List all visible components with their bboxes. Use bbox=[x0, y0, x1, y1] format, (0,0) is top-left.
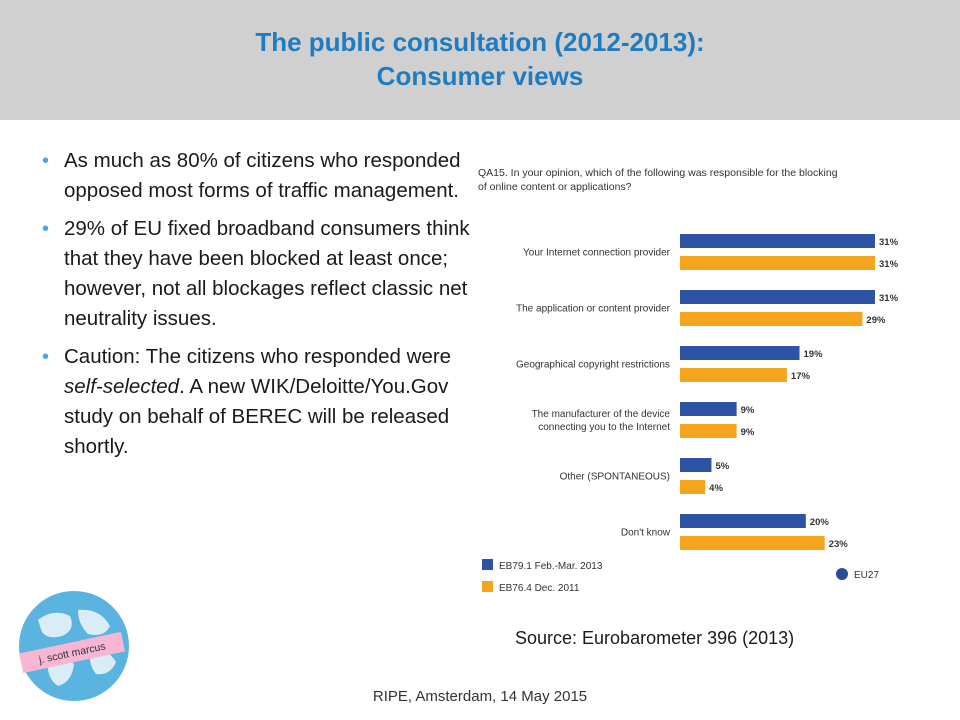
bullet-text-post: . A new WIK/Deloitte/You.Gov study on be… bbox=[64, 375, 450, 458]
category-label: connecting you to the Internet bbox=[538, 422, 670, 433]
chart-question-line-1: QA15. In your opinion, which of the foll… bbox=[478, 167, 838, 179]
bar bbox=[680, 536, 825, 550]
category-label: Geographical copyright restrictions bbox=[516, 360, 670, 371]
data-label: 9% bbox=[741, 405, 755, 416]
bullet-dot-icon: • bbox=[42, 150, 50, 172]
category-label: Don't know bbox=[621, 528, 671, 539]
bar bbox=[680, 346, 800, 360]
bullet-text: As much as 80% of citizens who responded… bbox=[64, 149, 461, 202]
globe-logo-icon: j. scott marcus bbox=[19, 591, 129, 701]
bullet-item: • 29% of EU fixed broadband consumers th… bbox=[42, 214, 482, 334]
category-label: The application or content provider bbox=[516, 304, 671, 315]
data-label: 20% bbox=[810, 517, 830, 528]
bullet-text: 29% of EU fixed broadband consumers thin… bbox=[64, 217, 470, 330]
bar bbox=[680, 424, 737, 438]
bullet-item: • Caution: The citizens who responded we… bbox=[42, 342, 482, 462]
legend-swatch bbox=[482, 559, 493, 570]
data-label: 29% bbox=[866, 315, 886, 326]
bar bbox=[680, 514, 806, 528]
data-label: 31% bbox=[879, 259, 899, 270]
page-title: The public consultation (2012-2013): Con… bbox=[0, 25, 960, 93]
bar bbox=[680, 402, 737, 416]
bullet-dot-icon: • bbox=[42, 218, 50, 240]
category-label: Other (SPONTANEOUS) bbox=[560, 472, 670, 483]
bar bbox=[680, 256, 875, 270]
data-label: 31% bbox=[879, 293, 899, 304]
legend-label-eu27: EU27 bbox=[854, 570, 879, 581]
bullet-text-emphasis: self-selected bbox=[64, 375, 180, 398]
bar-chart: QA15. In your opinion, which of the foll… bbox=[478, 167, 899, 594]
data-label: 23% bbox=[829, 539, 849, 550]
legend-label: EB79.1 Feb.-Mar. 2013 bbox=[499, 561, 603, 572]
bar bbox=[680, 480, 706, 494]
category-label: The manufacturer of the device bbox=[532, 409, 671, 420]
bar bbox=[680, 368, 787, 382]
source-note: Source: Eurobarometer 396 (2013) bbox=[515, 628, 795, 648]
chart-question-line-2: of online content or applications? bbox=[478, 181, 632, 193]
footer-text: RIPE, Amsterdam, 14 May 2015 bbox=[372, 688, 588, 705]
bullet-dot-icon: • bbox=[42, 346, 50, 368]
title-line-2: Consumer views bbox=[376, 61, 584, 91]
eu-flag-icon bbox=[836, 568, 848, 580]
header-band bbox=[0, 0, 960, 120]
title-line-1: The public consultation (2012-2013): bbox=[255, 27, 705, 57]
data-label: 9% bbox=[741, 427, 755, 438]
bullet-list: • As much as 80% of citizens who respond… bbox=[42, 146, 482, 470]
legend-label: EB76.4 Dec. 2011 bbox=[499, 583, 580, 594]
bar bbox=[680, 290, 875, 304]
bullet-text-pre: Caution: The citizens who responded were bbox=[64, 345, 452, 368]
data-label: 31% bbox=[879, 237, 899, 248]
legend-swatch bbox=[482, 581, 493, 592]
data-label: 17% bbox=[791, 371, 811, 382]
category-label: Your Internet connection provider bbox=[523, 248, 671, 259]
data-label: 19% bbox=[804, 349, 824, 360]
bar bbox=[680, 458, 712, 472]
data-label: 5% bbox=[715, 461, 729, 472]
bar bbox=[680, 312, 863, 326]
bullet-item: • As much as 80% of citizens who respond… bbox=[42, 146, 482, 206]
data-label: 4% bbox=[709, 483, 723, 494]
bar bbox=[680, 234, 875, 248]
